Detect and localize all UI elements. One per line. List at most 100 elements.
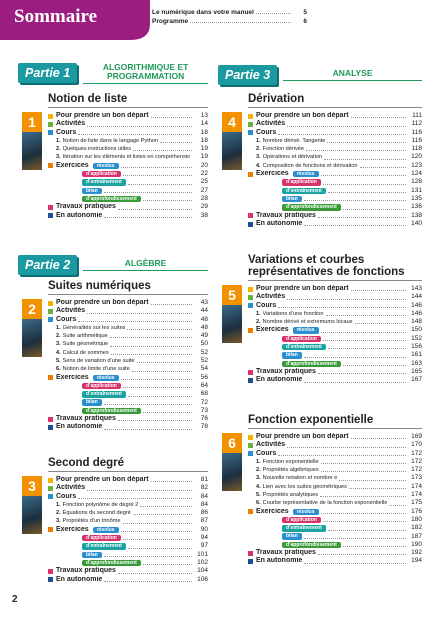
chapter-image	[22, 132, 42, 170]
leader	[127, 329, 192, 331]
entry-label: Travaux pratiques	[256, 211, 316, 219]
section-number: 3.	[56, 154, 61, 161]
marker	[48, 121, 53, 127]
exercise-badge: d’application	[82, 170, 121, 178]
toc-row: 1. Généralités sur les suites 48	[48, 324, 208, 332]
toc-row: bilan 27	[48, 187, 208, 195]
entry-page: 78	[200, 423, 208, 431]
entry-label: Notion de liste dans le langage Python	[62, 137, 159, 144]
entry-label: Travaux pratiques	[56, 415, 116, 423]
chapter-number: 1	[22, 112, 42, 132]
toc-row: d’entraînement 156	[248, 343, 422, 351]
chapter-strip: 5	[222, 285, 242, 343]
marker	[248, 121, 253, 127]
leader	[342, 364, 406, 366]
leader	[127, 547, 192, 549]
entry-label: Exercices	[256, 170, 289, 178]
entry-label: En autonomie	[256, 557, 303, 565]
entry-label: Suite arithmétique	[62, 333, 108, 340]
entry-page: 194	[411, 557, 422, 565]
entry-page: 20	[200, 161, 208, 169]
toc-row: En autonomie 167	[248, 376, 422, 384]
section-number: 2.	[256, 146, 261, 153]
entry-label: Travaux pratiques	[256, 549, 316, 557]
exercise-badge: d’entraînement	[282, 343, 326, 351]
toc-row: d’application 64	[48, 382, 208, 390]
exercise-badge: d’entraînement	[82, 543, 126, 550]
entry-page: 13	[200, 112, 208, 119]
marker	[48, 130, 53, 136]
marker	[48, 317, 53, 323]
link-page: 6	[303, 18, 307, 25]
entry-page: 25	[200, 178, 208, 186]
exercise-badge: d’application	[82, 382, 121, 390]
entry-page: 84	[200, 492, 208, 500]
leader	[132, 514, 192, 516]
toc-row: Pour prendre un bon départ 13	[48, 112, 208, 120]
toc-row: 5. Propriétés analytiques 174	[248, 491, 422, 499]
toc-row: Cours 116	[248, 129, 422, 137]
section-number: 3.	[256, 154, 261, 161]
section-number: 6.	[256, 500, 261, 507]
entry-label: Cours	[256, 449, 277, 457]
entry-label: Composition de fonctions et dérivation	[262, 162, 358, 169]
marker	[48, 163, 53, 169]
leader	[342, 208, 406, 210]
entry-page: 38	[200, 211, 208, 219]
entry-page: 43	[200, 299, 208, 306]
entry-page: 144	[411, 293, 422, 301]
chapter-title: Fonction exponentielle	[248, 414, 422, 429]
leader	[160, 142, 192, 144]
leader	[320, 496, 406, 498]
toc-row: Pour prendre un bon départ 143	[248, 285, 422, 293]
toc-row: Activités 82	[48, 484, 208, 492]
entry-label: Exercices	[56, 373, 89, 381]
toc-row: Pour prendre un bon départ 81	[48, 476, 208, 484]
leader	[303, 537, 406, 539]
leader	[359, 167, 406, 169]
entry-label: Pour prendre un bon départ	[256, 433, 349, 440]
entry-label: Pour prendre un bon départ	[56, 476, 149, 483]
section-number: 3.	[56, 518, 61, 525]
entry-page: 76	[200, 415, 208, 423]
toc-row: 3. Suite géométrique 50	[48, 340, 208, 348]
chapter-number: 3	[22, 476, 42, 496]
marker	[248, 303, 253, 309]
chapter-strip: 1	[22, 112, 42, 170]
entry-page: 111	[412, 112, 422, 119]
marker	[48, 308, 53, 314]
leader	[327, 142, 406, 144]
toc-row: En autonomie 106	[48, 576, 208, 584]
entry-label: En autonomie	[56, 423, 103, 431]
section-number: 5.	[256, 492, 261, 499]
marker	[248, 369, 253, 375]
entry-label: Activités	[256, 441, 286, 449]
entry-label: Suite géométrique	[62, 341, 109, 348]
toc-row: Activités 44	[48, 307, 208, 315]
toc-row: 5. Sens de variation d’une suite 52	[48, 357, 208, 365]
entry-page: 174	[411, 491, 422, 499]
chapter-title: Suites numériques	[48, 280, 208, 295]
entry-page: 150	[411, 326, 422, 334]
entry-page: 148	[411, 318, 422, 326]
chapter-number: 6	[222, 433, 242, 453]
chapter: Fonction exponentielle 6 Pour prendre un b…	[218, 414, 422, 566]
marker	[248, 213, 253, 219]
entry-label: Propriétés d’un trinôme	[62, 518, 121, 525]
entry-label: Exercices	[56, 161, 89, 169]
leader	[320, 463, 406, 465]
toc-row: 6. Courbe représentative de la fonction e…	[248, 499, 422, 507]
leader	[342, 546, 406, 548]
leader	[304, 562, 406, 564]
leader	[304, 381, 406, 383]
chapter-strip: 3	[22, 476, 42, 534]
leader	[110, 354, 192, 356]
toc-row: 4. Composition de fonctions et dérivation…	[248, 162, 422, 170]
leader	[142, 200, 192, 202]
exercise-badge: d’approfondissement	[282, 360, 341, 368]
toc-row: 2. Nombre dérivé et extremums locaux 148	[248, 318, 422, 326]
entry-page: 175	[411, 499, 422, 507]
marker	[48, 527, 53, 533]
leader	[103, 403, 192, 405]
